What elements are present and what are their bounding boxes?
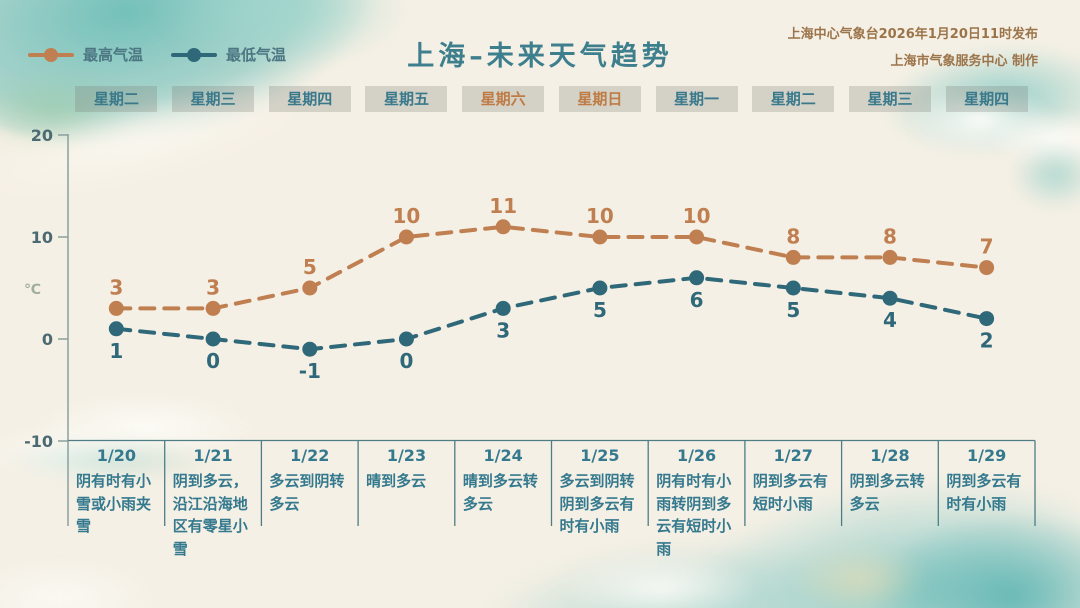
- forecast-cell-5: 1/25 多云到阴转阴到多云有时有小雨: [552, 446, 649, 560]
- forecast-date: 1/28: [870, 446, 910, 465]
- weekday-cell: 星期一: [648, 86, 745, 112]
- svg-text:0: 0: [206, 349, 220, 373]
- svg-text:0: 0: [399, 349, 413, 373]
- svg-text:5: 5: [786, 298, 800, 322]
- weekday-cell: 星期二: [745, 86, 842, 112]
- forecast-description: 阴到多云转多云: [849, 472, 925, 513]
- forecast-description: 多云到阴转多云: [269, 472, 345, 513]
- svg-text:10: 10: [392, 204, 420, 228]
- forecast-description: 阴到多云，沿江沿海地区有零星小雪: [172, 472, 248, 558]
- svg-text:3: 3: [496, 318, 510, 342]
- page-title: 上海–未来天气趋势: [407, 41, 673, 73]
- svg-text:1: 1: [109, 339, 123, 363]
- weekday-cell: 星期六: [455, 86, 552, 112]
- svg-text:5: 5: [303, 255, 317, 279]
- svg-text:2: 2: [980, 329, 994, 353]
- svg-text:3: 3: [109, 275, 123, 299]
- svg-text:0: 0: [42, 330, 53, 349]
- svg-text:4: 4: [883, 308, 897, 332]
- forecast-description: 阴有时有小雪或小雨夹雪: [76, 472, 152, 535]
- forecast-cell-3: 1/23 晴到多云: [358, 446, 455, 560]
- forecast-date: 1/23: [386, 446, 427, 465]
- weekday-label-6: 星期一: [655, 86, 738, 112]
- forecast-cell-8: 1/28 阴到多云转多云: [842, 446, 939, 560]
- forecast-date: 1/24: [483, 446, 523, 465]
- y-axis-unit: ℃: [24, 282, 41, 298]
- forecast-description: 阴到多云有短时小雨: [752, 472, 828, 513]
- svg-text:5: 5: [593, 298, 607, 322]
- forecast-date: 1/20: [96, 446, 136, 465]
- svg-text:11: 11: [489, 194, 517, 218]
- forecast-description: 晴到多云: [366, 472, 427, 490]
- forecast-cell-4: 1/24 晴到多云转多云: [455, 446, 552, 560]
- forecast-date: 1/26: [676, 446, 717, 465]
- forecast-date: 1/22: [290, 446, 330, 465]
- weekday-label-5: 星期日: [558, 86, 641, 112]
- forecast-date: 1/27: [773, 446, 813, 465]
- forecast-cell-1: 1/21 阴到多云，沿江沿海地区有零星小雪: [165, 446, 262, 560]
- svg-text:10: 10: [31, 228, 53, 247]
- forecast-table: 1/20 阴有时有小雪或小雨夹雪 1/21 阴到多云，沿江沿海地区有零星小雪 1…: [68, 446, 1035, 560]
- forecast-date: 1/29: [967, 446, 1007, 465]
- forecast-cell-9: 1/29 阴到多云有时有小雨: [938, 446, 1035, 560]
- svg-text:20: 20: [31, 126, 53, 145]
- forecast-cell-7: 1/27 阴到多云有短时小雨: [745, 446, 842, 560]
- svg-text:8: 8: [883, 224, 897, 248]
- weekday-cell: 星期日: [552, 86, 649, 112]
- forecast-description: 晴到多云转多云: [462, 472, 538, 513]
- weekday-label-7: 星期二: [752, 86, 835, 112]
- forecast-date: 1/21: [193, 446, 233, 465]
- svg-text:10: 10: [683, 204, 711, 228]
- svg-text:3: 3: [206, 275, 220, 299]
- forecast-cell-2: 1/22 多云到阴转多云: [261, 446, 358, 560]
- svg-text:8: 8: [786, 224, 800, 248]
- weekday-label-4: 星期六: [462, 86, 545, 112]
- forecast-description: 阴到多云有时有小雨: [946, 472, 1022, 513]
- svg-text:6: 6: [690, 288, 704, 312]
- svg-text:-10: -10: [24, 432, 53, 451]
- forecast-cell-0: 1/20 阴有时有小雪或小雨夹雪: [68, 446, 165, 560]
- svg-text:10: 10: [586, 204, 614, 228]
- forecast-description: 阴有时有小雨转阴到多云有短时小雨: [656, 472, 732, 558]
- forecast-description: 多云到阴转阴到多云有时有小雨: [559, 472, 635, 535]
- svg-text:7: 7: [980, 235, 994, 259]
- svg-text:-1: -1: [299, 359, 321, 383]
- forecast-date: 1/25: [580, 446, 620, 465]
- forecast-cell-6: 1/26 阴有时有小雨转阴到多云有短时小雨: [648, 446, 745, 560]
